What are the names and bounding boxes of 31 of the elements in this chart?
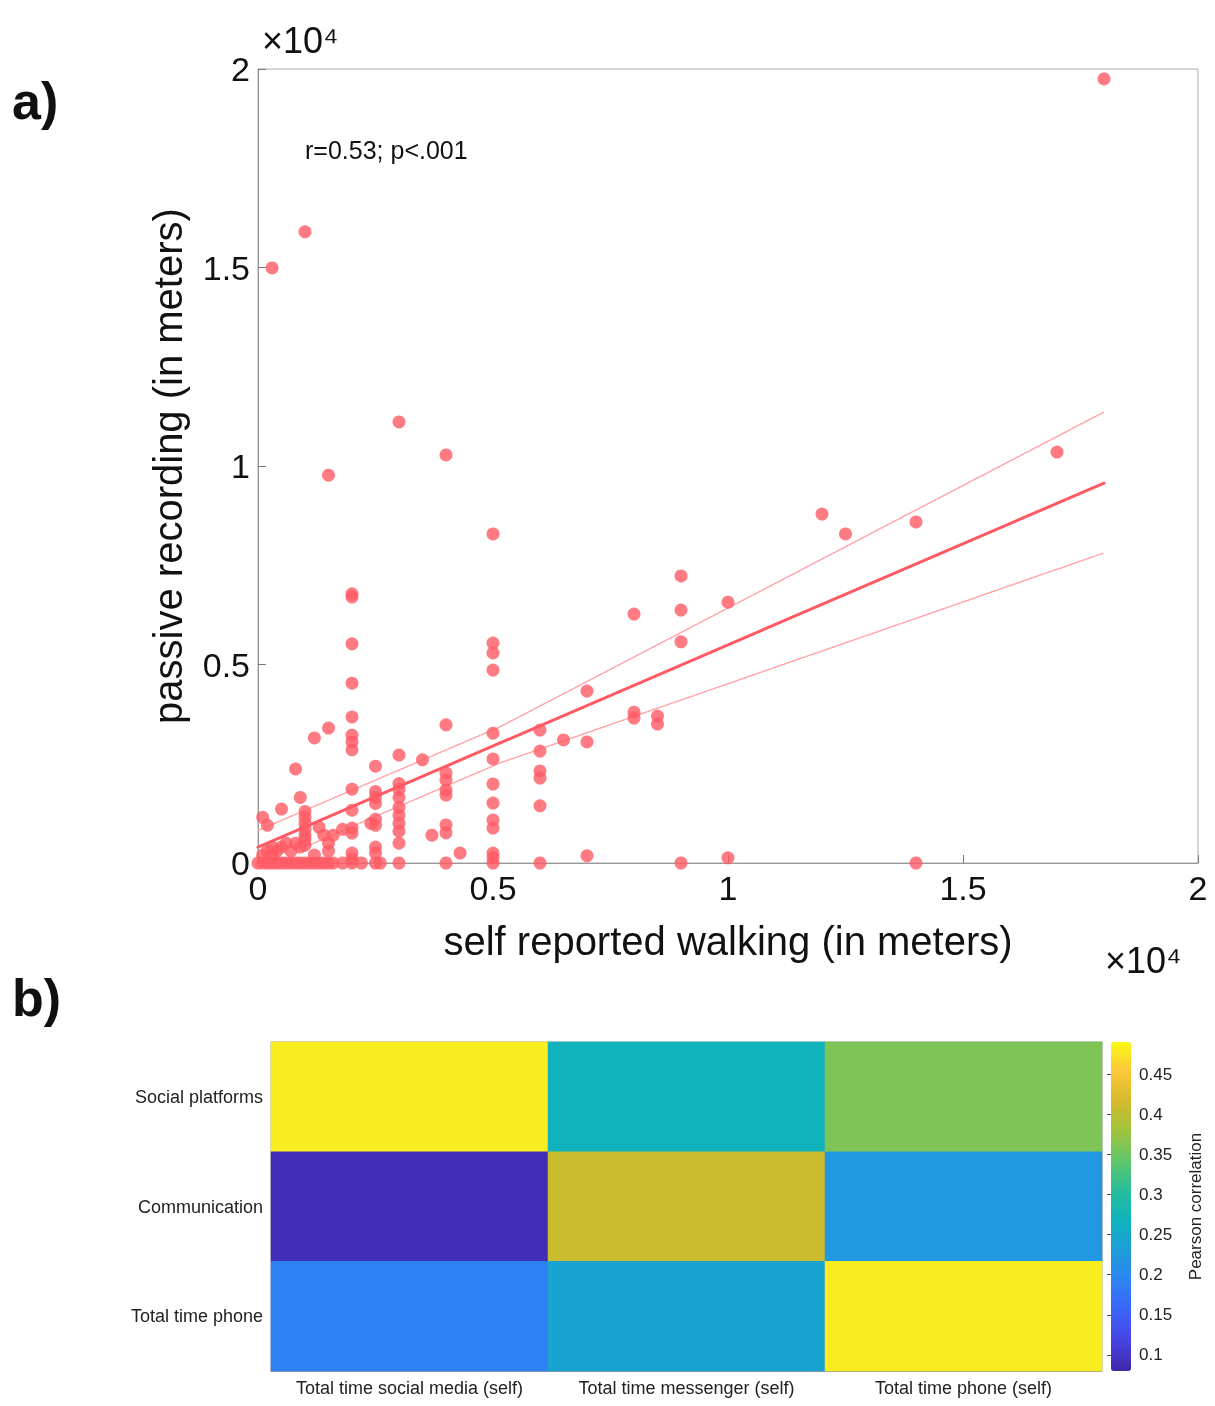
y-tick-label: 0.5 [202,645,250,684]
x-tick-label: 2 [1188,869,1208,907]
color-bar-title: Pearson correlation [1186,1132,1205,1281]
y-tick-label: Total time phone [130,1306,263,1327]
y-tick-label: 0 [231,844,250,882]
y-tick-label: 2 [231,50,250,88]
y-tick-label: Communication [137,1196,263,1217]
y-tick-label: 1.5 [202,248,250,287]
color-bar-label: 0.15 [1139,1305,1173,1325]
color-bar-label: 0.2 [1139,1265,1163,1285]
text: b) [12,969,62,1027]
color-bar-label: 0.25 [1139,1225,1173,1245]
text: ×10⁴ [262,19,339,61]
color-bar-label: 0.35 [1139,1144,1173,1164]
text: a) [12,72,59,130]
color-bar-label: 0.4 [1139,1104,1163,1124]
color-bar-label: 0.3 [1139,1184,1163,1204]
x-tick-label: Total time social media (self) [295,1378,524,1398]
y-axis-title: passive recording (in meters) [146,208,190,724]
y-tick-label: Social platforms [134,1086,263,1107]
x-tick-label: Total time phone (self) [874,1378,1053,1398]
y-tick-label: 1 [231,447,250,485]
x-tick-label: Total time messenger (self) [578,1378,795,1398]
x-axis-title: self reported walking (in meters) [443,919,1013,963]
x-tick-label: 0.5 [469,869,517,907]
x-tick-label: 1 [718,869,738,907]
color-bar-label: 0.1 [1139,1345,1163,1365]
annotation: r=0.53; p<.001 [305,135,468,164]
x-tick-label: 1.5 [939,869,987,907]
color-bar-label: 0.45 [1139,1064,1173,1084]
text: ×10⁴ [1105,939,1182,981]
